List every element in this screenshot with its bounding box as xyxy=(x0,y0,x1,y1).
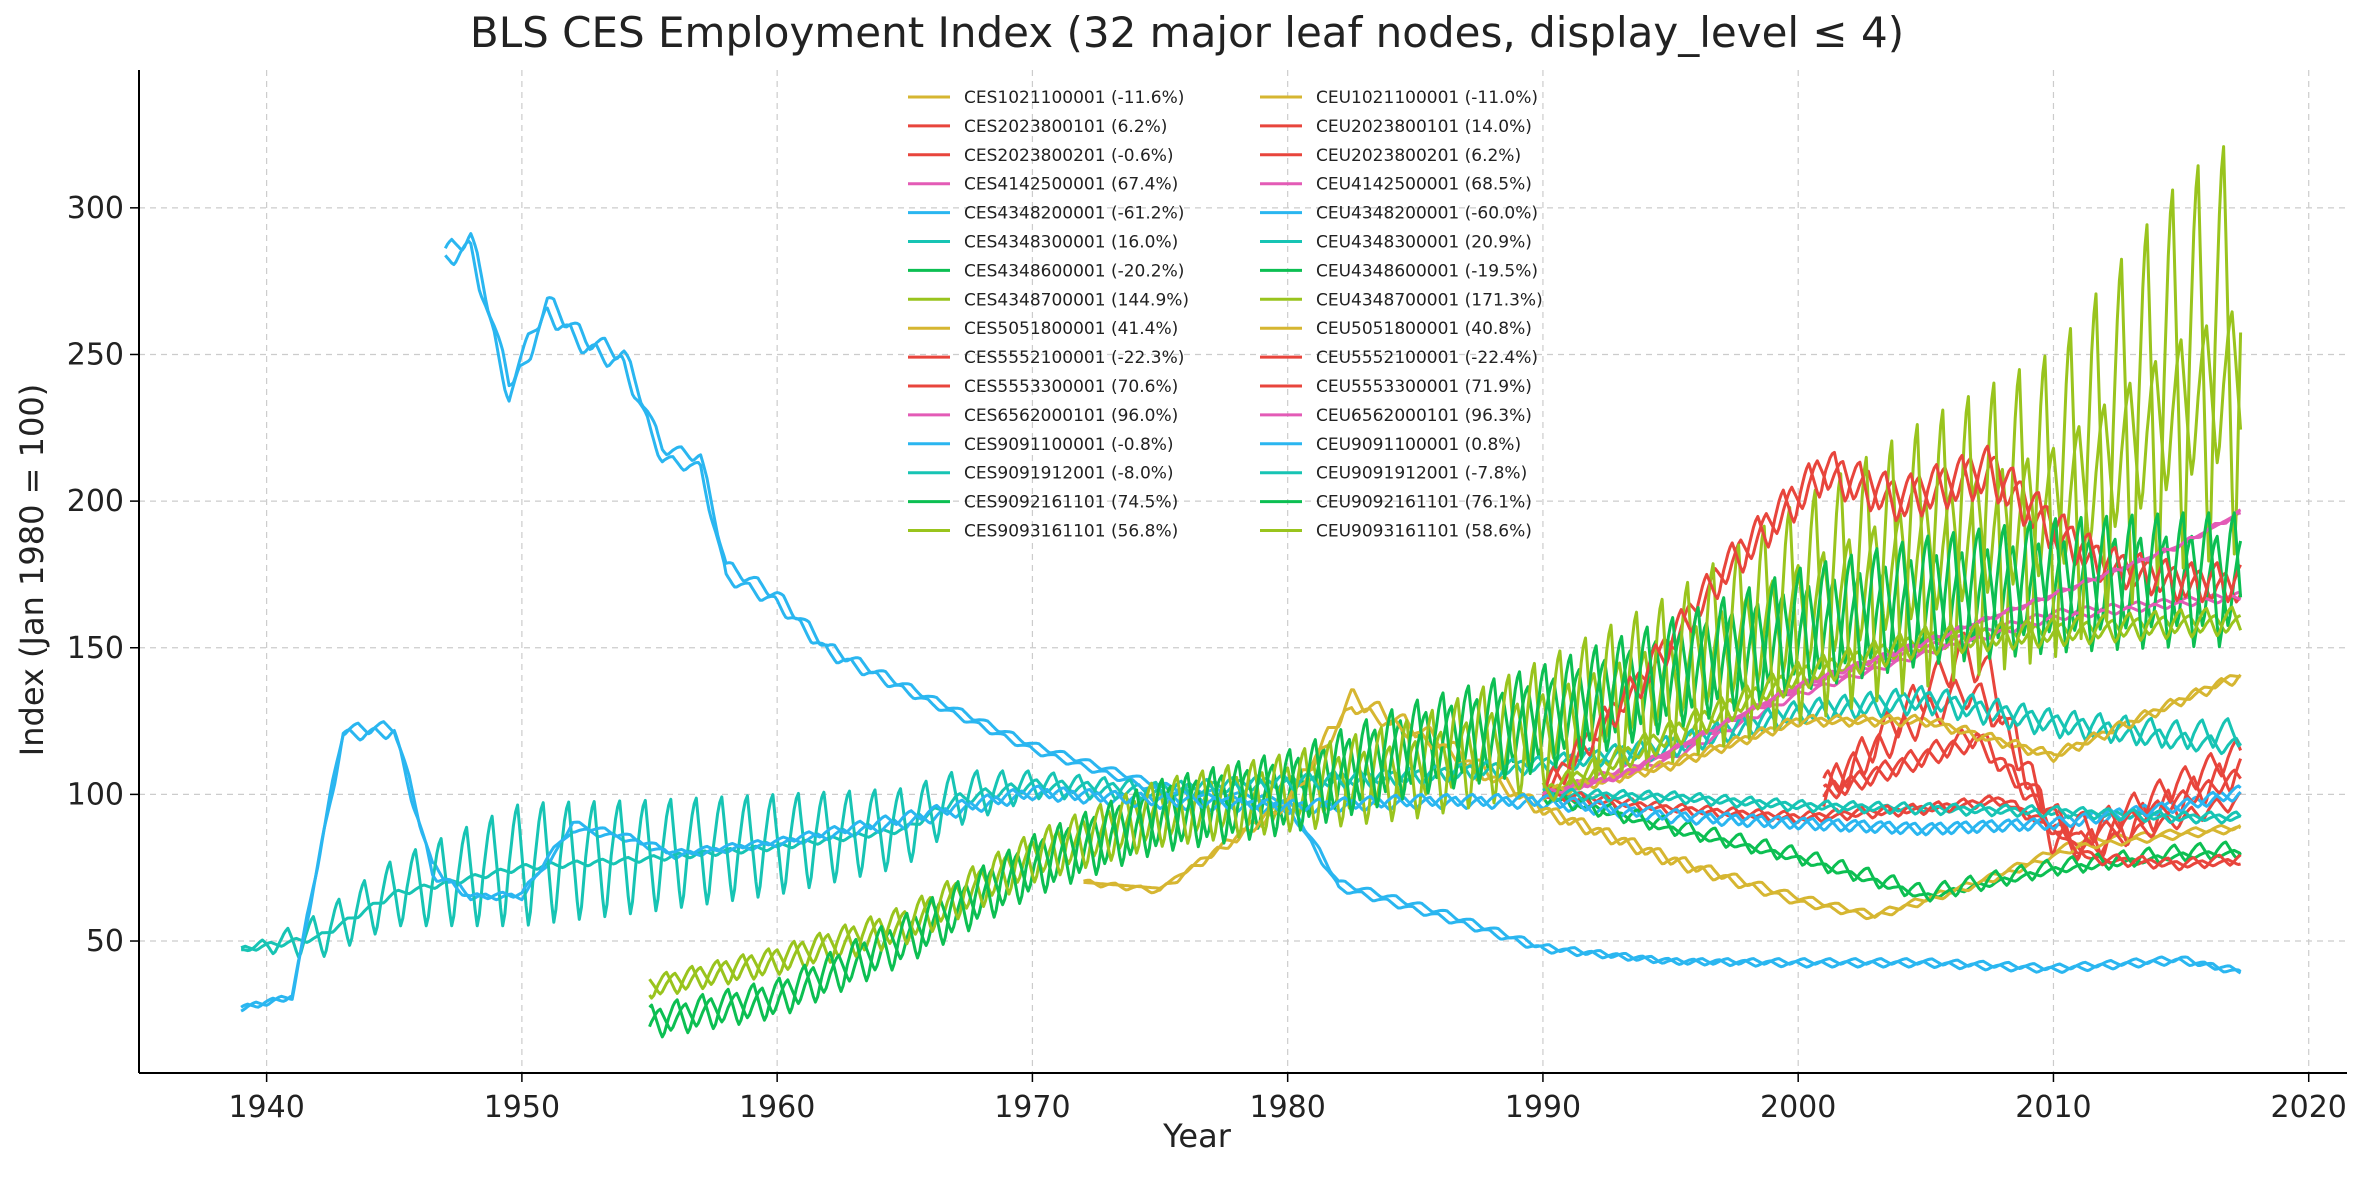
y-tick-label: 50 xyxy=(86,924,124,959)
legend-label: CEU9091100001 (0.8%) xyxy=(1316,435,1521,455)
x-tick-label: 1940 xyxy=(228,1090,304,1125)
series-line xyxy=(648,511,2243,1039)
legend-label: CEU4142500001 (68.5%) xyxy=(1316,175,1532,195)
x-tick-label: 1950 xyxy=(484,1090,560,1125)
legend-label: CES5552100001 (-22.3%) xyxy=(964,348,1184,368)
legend-label: CES9091912001 (-8.0%) xyxy=(964,464,1174,484)
series-line xyxy=(240,726,2242,1009)
legend-label: CEU4348700001 (171.3%) xyxy=(1316,290,1543,310)
series-line xyxy=(1822,732,2242,846)
x-tick-label: 2020 xyxy=(2271,1090,2347,1125)
series-line xyxy=(1822,678,2242,844)
x-axis-label: Year xyxy=(1163,1117,1231,1155)
legend-label: CES9092161101 (74.5%) xyxy=(964,493,1178,513)
legend-label: CEU9092161101 (76.1%) xyxy=(1316,493,1532,513)
legend-label: CEU9091912001 (-7.8%) xyxy=(1316,464,1527,484)
legend-label: CEU5051800001 (40.8%) xyxy=(1316,319,1532,339)
legend-label: CES1021100001 (-11.6%) xyxy=(964,88,1184,108)
legend-label: CES9093161101 (56.8%) xyxy=(964,522,1178,542)
legend-label: CEU4348200001 (-60.0%) xyxy=(1316,204,1538,224)
series-line xyxy=(240,720,2242,1013)
legend-label: CES4348300001 (16.0%) xyxy=(964,233,1178,253)
legend-label: CEU4348600001 (-19.5%) xyxy=(1316,261,1538,281)
series-line xyxy=(1542,674,2241,797)
series-line xyxy=(443,232,2242,974)
legend: CES1021100001 (-11.6%) CES2023800101 (6.2… xyxy=(908,88,1543,542)
series-line xyxy=(1542,787,2242,825)
x-tick-label: 1960 xyxy=(739,1090,815,1125)
legend-label: CES4348700001 (144.9%) xyxy=(964,290,1189,310)
y-tick-label: 300 xyxy=(67,191,124,226)
legend-label: CES9091100001 (-0.8%) xyxy=(964,435,1174,455)
chart-title: BLS CES Employment Index (32 major leaf … xyxy=(469,8,1905,57)
series-line xyxy=(240,684,2242,959)
legend-label: CEU5552100001 (-22.4%) xyxy=(1316,348,1538,368)
x-tick-label: 1980 xyxy=(1249,1090,1325,1125)
x-tick-label: 1970 xyxy=(994,1090,1070,1125)
legend-label: CEU9093161101 (58.6%) xyxy=(1316,522,1532,542)
legend-label: CES2023800201 (-0.6%) xyxy=(964,146,1174,166)
legend-label: CEU1021100001 (-11.0%) xyxy=(1316,88,1538,108)
legend-label: CEU6562000101 (96.3%) xyxy=(1316,406,1532,426)
axes: 1940 1950 1960 1970 1980 1990 2000 2010 2020 50 10… xyxy=(67,70,2347,1125)
x-tick-label: 2000 xyxy=(1760,1090,1836,1125)
series-line xyxy=(648,145,2243,1000)
legend-label: CES4348600001 (-20.2%) xyxy=(964,261,1184,281)
legend-label: CES2023800101 (6.2%) xyxy=(964,117,1167,137)
legend-label: CES4348200001 (-61.2%) xyxy=(964,204,1184,224)
y-tick-label: 200 xyxy=(67,484,124,519)
legend-label: CES5051800001 (41.4%) xyxy=(964,319,1178,339)
series-line xyxy=(1542,594,2242,799)
series-line xyxy=(1541,605,2243,802)
legend-label: CES4142500001 (67.4%) xyxy=(964,175,1178,195)
series-lines xyxy=(240,145,2243,1039)
y-tick-label: 250 xyxy=(67,337,124,372)
legend-label: CEU2023800201 (6.2%) xyxy=(1316,146,1521,166)
y-tick-label: 100 xyxy=(67,777,124,812)
y-tick-label: 150 xyxy=(67,631,124,666)
legend-label: CEU5553300001 (71.9%) xyxy=(1316,377,1532,397)
x-tick-label: 2010 xyxy=(2015,1090,2091,1125)
series-line xyxy=(444,239,2242,975)
legend-label: CES5553300001 (70.6%) xyxy=(964,377,1178,397)
legend-label: CEU2023800101 (14.0%) xyxy=(1316,117,1532,137)
x-tick-label: 1990 xyxy=(1505,1090,1581,1125)
series-line xyxy=(1541,673,2242,801)
legend-label: CEU4348300001 (20.9%) xyxy=(1316,233,1532,253)
legend-label: CES6562000101 (96.0%) xyxy=(964,406,1178,426)
